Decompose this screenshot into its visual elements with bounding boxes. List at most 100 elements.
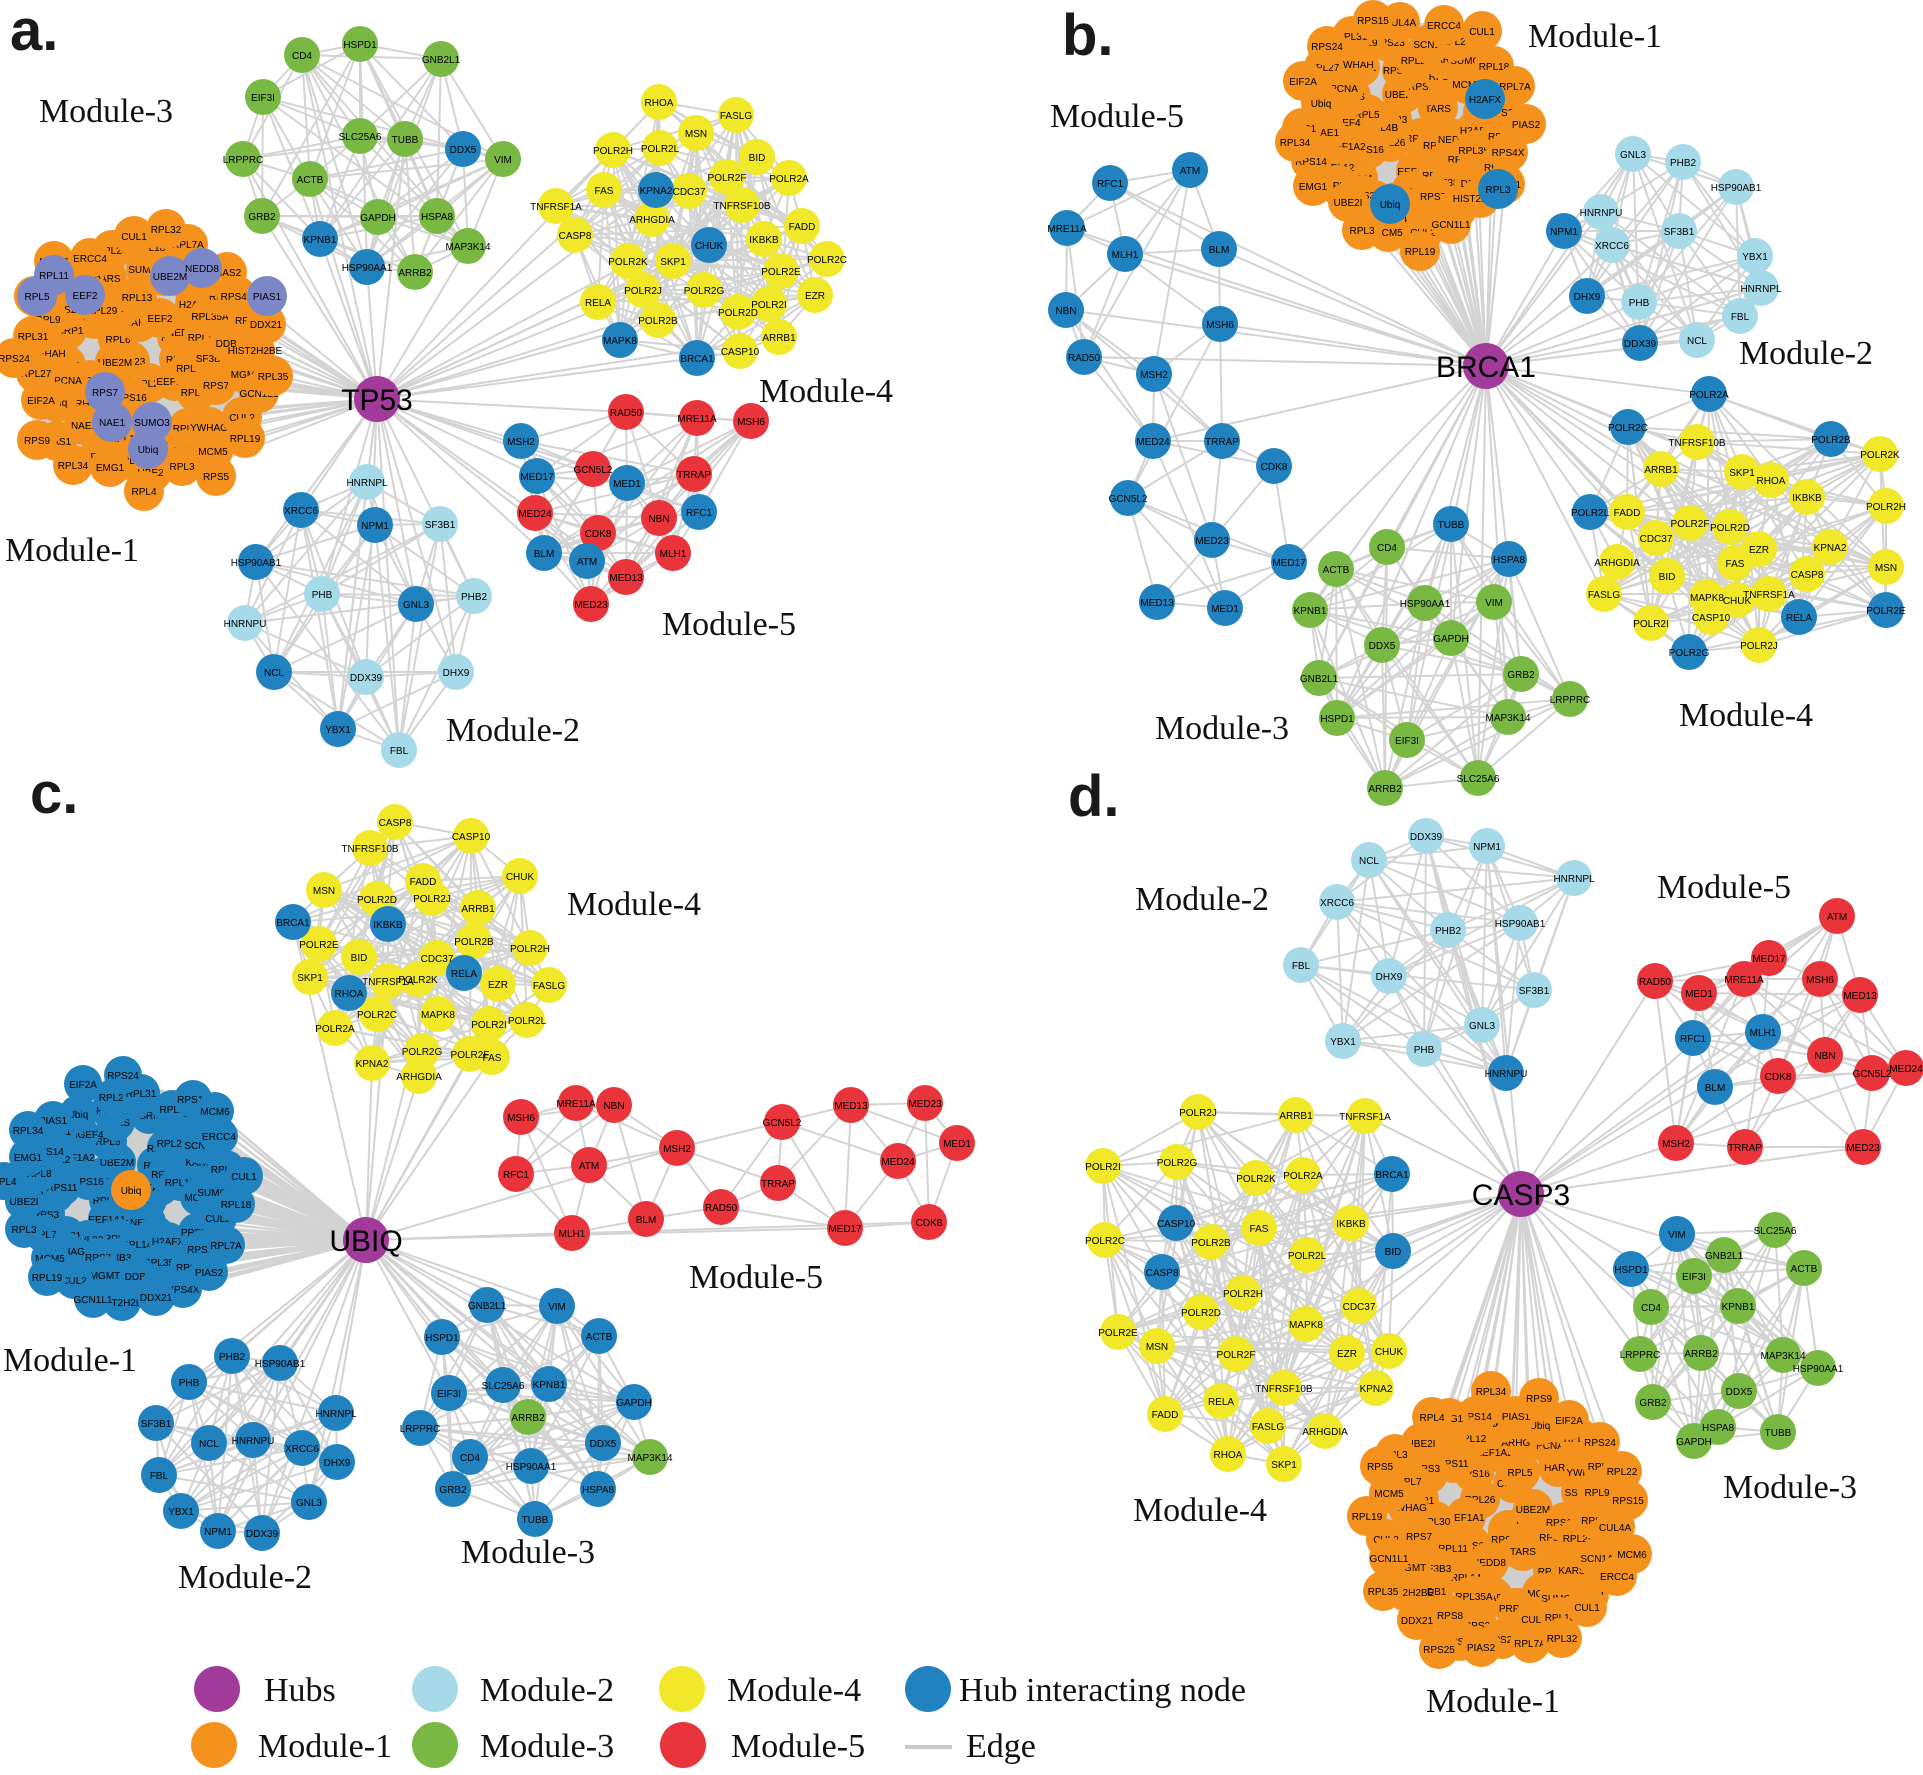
svg-text:Module-5: Module-5: [731, 1728, 865, 1765]
svg-text:RPL6: RPL6: [105, 335, 130, 346]
svg-text:HSPD1: HSPD1: [425, 1333, 459, 1344]
svg-text:POLR2L: POLR2L: [641, 144, 680, 155]
svg-text:POLR2C: POLR2C: [357, 1010, 397, 1021]
svg-text:RPS23: RPS23: [50, 305, 82, 316]
svg-text:HNRNPU: HNRNPU: [1580, 208, 1623, 219]
svg-text:NCL: NCL: [1687, 336, 1707, 347]
svg-text:RPL11: RPL11: [39, 271, 69, 282]
svg-text:RPS15: RPS15: [1357, 16, 1389, 27]
svg-text:MED13: MED13: [1140, 598, 1174, 609]
svg-text:Hub interacting node: Hub interacting node: [959, 1672, 1246, 1709]
svg-text:DDX39: DDX39: [1410, 832, 1443, 843]
svg-text:RPL31: RPL31: [18, 332, 49, 343]
svg-text:MED23: MED23: [574, 600, 608, 611]
svg-text:HSPA8: HSPA8: [1702, 1423, 1734, 1434]
svg-text:CDK8: CDK8: [585, 529, 612, 540]
svg-text:MAPK8: MAPK8: [421, 1010, 455, 1021]
svg-text:PHB: PHB: [1629, 298, 1650, 309]
svg-text:HSPD1: HSPD1: [1614, 1265, 1648, 1276]
svg-text:Module-4: Module-4: [727, 1672, 861, 1709]
svg-text:SUMO3: SUMO3: [134, 418, 170, 429]
svg-text:RPL3: RPL3: [11, 1225, 36, 1236]
svg-text:YBX1: YBX1: [1742, 252, 1768, 263]
svg-text:DDX21: DDX21: [250, 320, 283, 331]
svg-text:GNB2L1: GNB2L1: [422, 55, 461, 66]
svg-text:EZR: EZR: [1337, 1349, 1357, 1360]
svg-text:GRB2: GRB2: [439, 1485, 467, 1496]
svg-text:BRCA1: BRCA1: [1375, 1170, 1409, 1181]
svg-text:TNFRSF1A: TNFRSF1A: [530, 202, 582, 213]
svg-text:KPNB1: KPNB1: [304, 235, 337, 246]
svg-text:PIAS2: PIAS2: [195, 1268, 224, 1279]
svg-text:RPS7: RPS7: [92, 388, 119, 399]
svg-text:POLR2D: POLR2D: [1181, 1308, 1221, 1319]
svg-text:MCM5: MCM5: [1373, 228, 1403, 239]
svg-text:HSP90AA1: HSP90AA1: [1793, 1364, 1844, 1375]
svg-text:RPS14: RPS14: [32, 1147, 64, 1158]
svg-text:ERCC4: ERCC4: [1427, 21, 1461, 32]
svg-text:RPS26: RPS26: [1486, 1635, 1518, 1646]
svg-text:MSH2: MSH2: [1140, 370, 1168, 381]
svg-text:MED17: MED17: [828, 1224, 862, 1235]
svg-text:SF3B1: SF3B1: [141, 1419, 172, 1430]
svg-text:TUBB: TUBB: [1765, 1428, 1792, 1439]
svg-text:POLR2E: POLR2E: [1866, 606, 1906, 617]
svg-text:EZR: EZR: [1749, 545, 1769, 556]
svg-text:TRRAP: TRRAP: [1728, 1143, 1762, 1154]
svg-text:GNB2L1: GNB2L1: [1300, 674, 1339, 685]
svg-text:RAD50: RAD50: [1639, 977, 1672, 988]
svg-text:EIF2A: EIF2A: [1555, 1416, 1583, 1427]
svg-text:PHB2: PHB2: [461, 592, 488, 603]
svg-text:DDX5: DDX5: [1369, 641, 1396, 652]
svg-text:FASLG: FASLG: [1588, 590, 1620, 601]
svg-text:RPL29: RPL29: [87, 306, 118, 317]
svg-text:MSH2: MSH2: [507, 437, 535, 448]
svg-text:BID: BID: [351, 953, 368, 964]
svg-text:RPS26: RPS26: [187, 1245, 219, 1256]
svg-text:VIM: VIM: [548, 1302, 566, 1313]
svg-text:EEF2: EEF2: [72, 291, 97, 302]
svg-text:MCM5: MCM5: [198, 447, 228, 458]
svg-text:POLR2L: POLR2L: [1571, 508, 1610, 519]
svg-text:POLR2A: POLR2A: [769, 174, 809, 185]
svg-text:RPS15: RPS15: [177, 1095, 209, 1106]
svg-text:RPL4: RPL4: [131, 487, 156, 498]
svg-text:DDX5: DDX5: [590, 1439, 617, 1450]
svg-text:RPL35A: RPL35A: [1458, 146, 1496, 157]
svg-text:GNB2L1: GNB2L1: [468, 1301, 507, 1312]
svg-text:Ubiq: Ubiq: [68, 1110, 89, 1121]
svg-text:MED1: MED1: [943, 1139, 971, 1150]
svg-text:TRRAP: TRRAP: [761, 1179, 795, 1190]
svg-text:Module-2: Module-2: [446, 712, 580, 749]
svg-text:UBE2M: UBE2M: [1385, 90, 1419, 101]
svg-text:FBL: FBL: [150, 1471, 169, 1482]
svg-text:Module-1: Module-1: [258, 1728, 392, 1765]
svg-text:CDK8: CDK8: [1261, 462, 1288, 473]
svg-text:RPS8: RPS8: [1437, 1611, 1464, 1622]
svg-text:MAP3K14: MAP3K14: [1760, 1351, 1805, 1362]
svg-text:UBE2M: UBE2M: [98, 358, 132, 369]
svg-text:ARRB2: ARRB2: [1368, 784, 1402, 795]
svg-text:FASLG: FASLG: [533, 981, 565, 992]
svg-text:RPS7: RPS7: [203, 381, 230, 392]
svg-text:CUL4A: CUL4A: [1384, 18, 1417, 29]
svg-text:GAPDH: GAPDH: [616, 1398, 652, 1409]
svg-text:NAE1: NAE1: [99, 418, 126, 429]
svg-text:HSP90AA1: HSP90AA1: [342, 263, 393, 274]
svg-text:HSPA8: HSPA8: [421, 212, 453, 223]
svg-text:TNFRSF1A: TNFRSF1A: [1339, 1112, 1391, 1123]
svg-text:TNFRSF10B: TNFRSF10B: [341, 844, 399, 855]
svg-text:RPL29: RPL29: [1401, 56, 1432, 67]
svg-text:MRE11A: MRE11A: [1724, 975, 1764, 986]
svg-text:Module-5: Module-5: [1657, 869, 1791, 906]
svg-text:ERCC4: ERCC4: [73, 254, 107, 265]
svg-text:FBL: FBL: [390, 746, 409, 757]
svg-text:POLR2B: POLR2B: [1811, 435, 1851, 446]
svg-text:SUMO3: SUMO3: [197, 1188, 233, 1199]
svg-text:MED17: MED17: [1272, 558, 1306, 569]
svg-text:Edge: Edge: [966, 1728, 1036, 1765]
svg-text:CD4: CD4: [292, 51, 312, 62]
svg-text:RPL4: RPL4: [1419, 1413, 1444, 1424]
svg-text:MRE11A: MRE11A: [556, 1099, 596, 1110]
svg-text:BLM: BLM: [534, 549, 555, 560]
